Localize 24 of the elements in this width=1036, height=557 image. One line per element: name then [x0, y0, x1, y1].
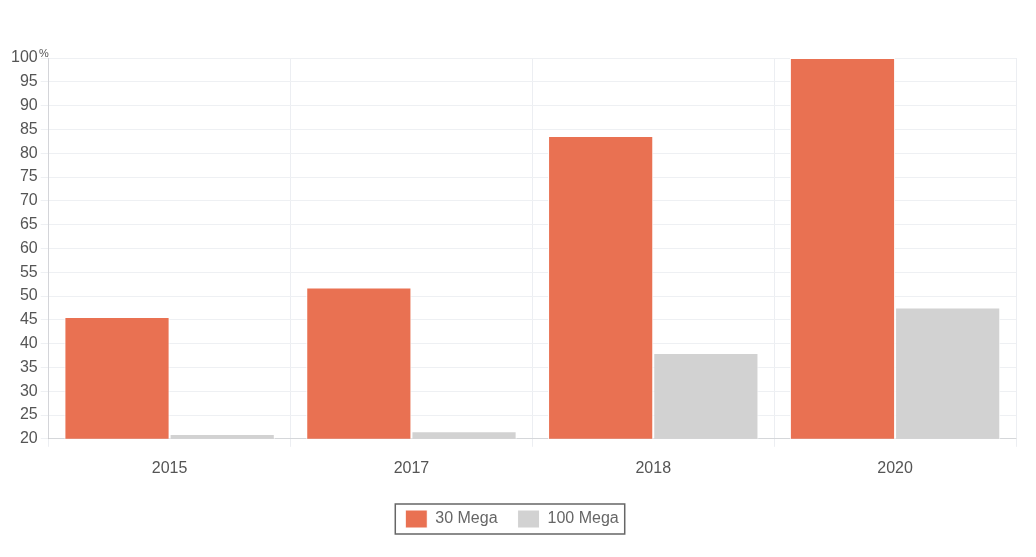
y-tick-label: 100: [10, 48, 38, 66]
y-tick-label: 45: [19, 310, 38, 328]
y-tick-label: 65: [19, 215, 38, 233]
y-tick-label: 75: [19, 167, 38, 185]
x-tick-label: 2017: [393, 458, 430, 476]
y-tick-label: 50: [19, 286, 38, 304]
y-tick-label: 85: [19, 119, 38, 137]
x-tick-label: 2015: [151, 458, 188, 476]
y-tick-label: 80: [19, 143, 38, 161]
y-tick-label: 60: [19, 238, 38, 256]
y-tick-label: 35: [19, 357, 38, 375]
y-tick-label: 95: [19, 72, 38, 90]
y-tick-label: 90: [19, 96, 38, 114]
legend-label: 30 Mega: [435, 509, 498, 527]
y-tick-label: 25: [19, 405, 38, 423]
y-tick-label: 40: [19, 334, 38, 352]
y-tick-label: 55: [19, 262, 38, 280]
legend-label: 100 Mega: [547, 509, 619, 527]
x-tick-label: 2020: [877, 458, 913, 476]
y-tick-label: 20: [19, 429, 38, 447]
y-axis-title: %: [39, 47, 50, 60]
y-tick-label: 70: [19, 191, 38, 209]
x-tick-label: 2018: [635, 458, 672, 476]
y-tick-label: 30: [19, 381, 38, 399]
